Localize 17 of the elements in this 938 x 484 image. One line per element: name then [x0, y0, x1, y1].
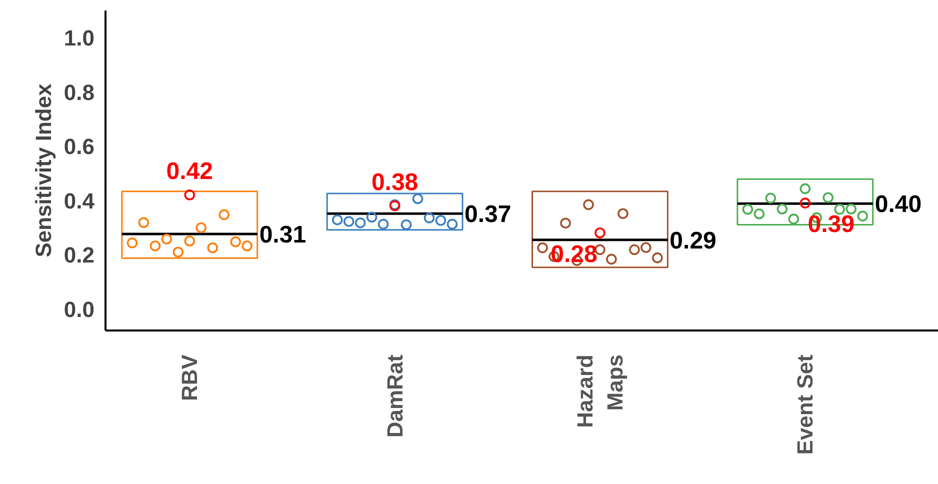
y-tick-label: 0.2	[64, 242, 95, 268]
y-tick-label: 0.6	[64, 134, 95, 160]
y-tick-label: 1.0	[64, 26, 95, 51]
annotation: 0.31	[259, 221, 306, 248]
x-tick-label: Hazard Maps	[572, 354, 628, 428]
x-tick-label: Event Set	[792, 354, 818, 455]
y-tick-label: 0.0	[64, 296, 95, 322]
annotation: 0.37	[464, 201, 512, 228]
annotation: 0.29	[670, 227, 716, 254]
y-tick-label: 0.4	[64, 188, 96, 214]
x-tick-label: RBV	[177, 354, 202, 401]
x-tick-label: DamRat	[382, 354, 408, 438]
data-label: 0.42	[166, 158, 213, 185]
annotation: 0.40	[874, 191, 922, 218]
data-label: 0.38	[371, 168, 418, 196]
y-axis-title: Sensitivity Index	[30, 82, 56, 258]
y-tick-label: 0.8	[64, 80, 95, 105]
